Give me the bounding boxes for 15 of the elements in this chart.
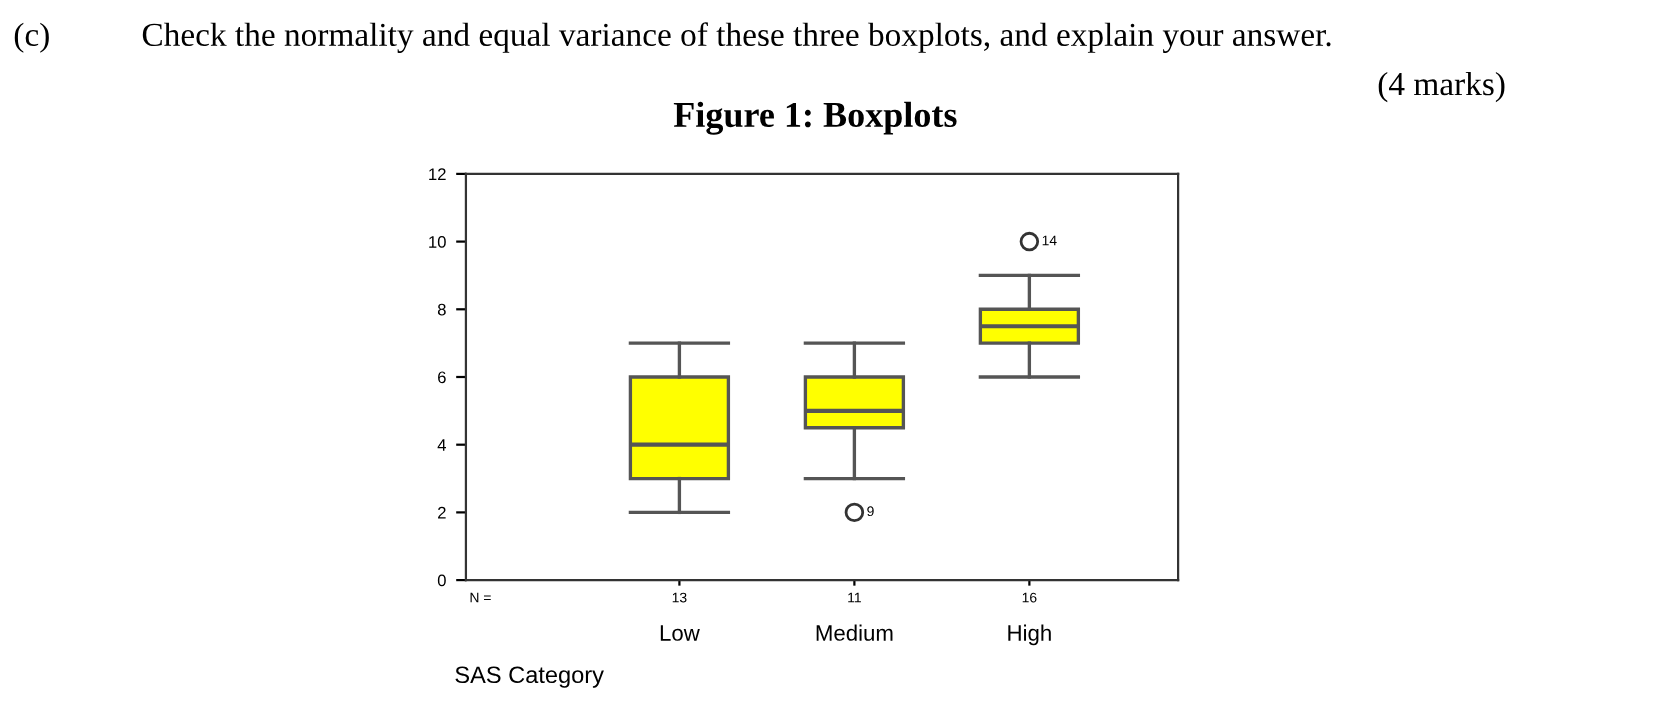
y-tick-label: 8 xyxy=(437,303,446,316)
y-tick-label: 10 xyxy=(429,235,446,248)
y-tick-label: 4 xyxy=(437,439,446,451)
y-tick-label: 6 xyxy=(438,371,446,384)
y-tick-label: 0 xyxy=(437,574,446,587)
x-tick-label: Low xyxy=(660,625,700,641)
y-tick-label: 12 xyxy=(429,168,446,180)
x-axis-title: SAS Category xyxy=(455,666,604,688)
text: Check the normality and equal variance of these three boxplots, and explain your answer. xyxy=(142,22,1331,53)
y-tick-label: 2 xyxy=(438,506,446,519)
text: (4 marks) xyxy=(1378,71,1505,103)
x-tick-label: High xyxy=(1008,624,1051,646)
x-tick-label: Medium xyxy=(816,624,893,641)
text: (c) xyxy=(14,22,49,53)
chart-title: Figure 1: Boxplots xyxy=(673,101,957,135)
